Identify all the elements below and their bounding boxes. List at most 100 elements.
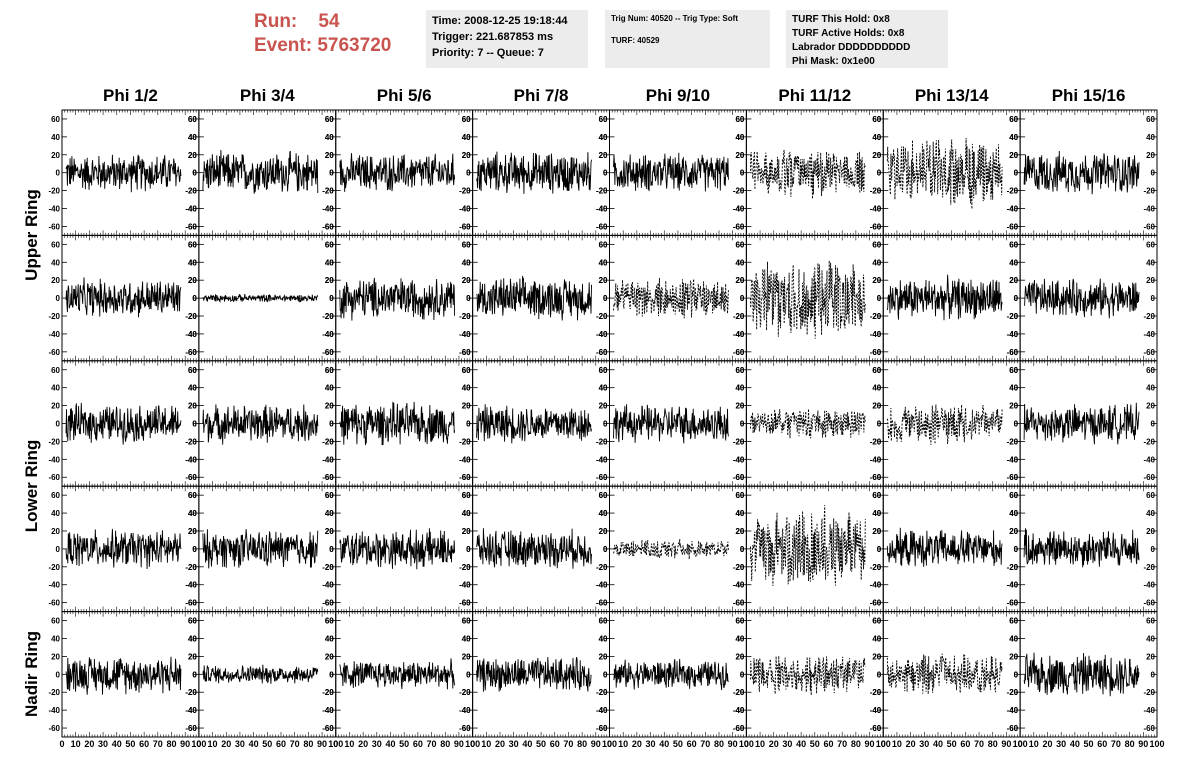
y-tick-label: -40 xyxy=(596,455,608,464)
y-tick-label: 0 xyxy=(603,670,608,679)
y-tick-label: -60 xyxy=(596,473,608,482)
y-tick-label: 40 xyxy=(599,133,608,142)
y-tick-label: 40 xyxy=(872,384,881,393)
y-tick-label: -40 xyxy=(48,330,60,339)
y-tick-label: -60 xyxy=(459,473,471,482)
y-tick-label: -20 xyxy=(596,312,608,321)
y-tick-label: -40 xyxy=(596,706,608,715)
y-tick-label: 60 xyxy=(735,491,744,500)
y-tick-label: 40 xyxy=(462,634,471,643)
y-tick-label: 20 xyxy=(599,527,608,536)
y-tick-label: 60 xyxy=(325,240,334,249)
y-tick-label: 60 xyxy=(325,366,334,375)
y-tick-label: -20 xyxy=(185,688,197,697)
y-tick-label: -60 xyxy=(596,222,608,231)
waveform-trace xyxy=(1024,278,1140,319)
y-tick-label: 60 xyxy=(188,617,197,626)
y-tick-label: 0 xyxy=(466,294,471,303)
y-tick-label: -20 xyxy=(459,563,471,572)
y-tick-label: 60 xyxy=(599,491,608,500)
y-tick-label: 20 xyxy=(1009,151,1018,160)
y-tick-label: 0 xyxy=(56,169,61,178)
y-tick-label: 20 xyxy=(735,151,744,160)
y-tick-label: 60 xyxy=(462,240,471,249)
y-tick-label: 20 xyxy=(462,527,471,536)
y-tick-label: 40 xyxy=(599,509,608,518)
y-tick-label: -40 xyxy=(322,581,334,590)
y-tick-label: 0 xyxy=(1014,545,1019,554)
y-tick-label: 20 xyxy=(872,652,881,661)
y-tick-label: -20 xyxy=(870,563,882,572)
y-tick-label: -40 xyxy=(322,205,334,214)
y-tick-label: -60 xyxy=(459,222,471,231)
y-tick-label: 60 xyxy=(325,366,334,375)
y-tick-label: -60 xyxy=(185,473,197,482)
y-tick-label: -20 xyxy=(185,187,197,196)
y-tick-label: -20 xyxy=(459,437,471,446)
y-tick-label: 60 xyxy=(462,366,471,375)
y-tick-label: 40 xyxy=(462,258,471,267)
y-tick-label: -20 xyxy=(596,563,608,572)
y-tick-label: 0 xyxy=(192,294,197,303)
y-tick-label: 40 xyxy=(872,509,881,518)
y-tick-label: 60 xyxy=(1146,366,1155,375)
y-tick-label: 40 xyxy=(735,634,744,643)
y-tick-label: -20 xyxy=(733,187,745,196)
waveform-trace xyxy=(1023,150,1140,195)
y-tick-label: 20 xyxy=(188,151,197,160)
waveform-trace xyxy=(749,408,866,439)
y-tick-label: -40 xyxy=(733,455,745,464)
y-tick-label: -40 xyxy=(733,330,745,339)
y-tick-label: 40 xyxy=(51,133,60,142)
y-tick-label: -40 xyxy=(185,330,197,339)
y-tick-label: -60 xyxy=(733,348,745,357)
y-tick-label: 20 xyxy=(872,151,881,160)
y-tick-label: 60 xyxy=(51,491,60,500)
y-tick-label: 20 xyxy=(735,527,744,536)
y-tick-label: 0 xyxy=(740,420,745,429)
y-tick-label: 40 xyxy=(188,133,197,142)
y-tick-label: -40 xyxy=(185,581,197,590)
y-tick-label: 60 xyxy=(1146,240,1155,249)
y-tick-label: 0 xyxy=(329,420,334,429)
y-tick-label: 40 xyxy=(735,133,744,142)
y-tick-label: -20 xyxy=(1007,312,1019,321)
y-tick-label: 40 xyxy=(599,384,608,393)
y-tick-label: -40 xyxy=(1143,581,1155,590)
y-tick-label: 20 xyxy=(1009,151,1018,160)
waveform-trace xyxy=(65,277,182,318)
time-info-box: Time: 2008-12-25 19:18:44 Trigger: 221.6… xyxy=(426,10,588,68)
y-tick-label: 0 xyxy=(466,545,471,554)
y-tick-label: 20 xyxy=(1146,402,1155,411)
y-tick-label: 40 xyxy=(188,634,197,643)
y-tick-label: 20 xyxy=(872,402,881,411)
y-tick-label: 60 xyxy=(1009,115,1018,124)
y-tick-label: 20 xyxy=(325,276,334,285)
column-header-3: Phi 5/6 xyxy=(376,86,432,105)
y-tick-label: -40 xyxy=(870,205,882,214)
y-tick-label: -60 xyxy=(1007,473,1019,482)
y-tick-label: 20 xyxy=(51,402,60,411)
y-tick-label: 20 xyxy=(325,402,334,411)
y-tick-label: -60 xyxy=(185,724,197,733)
y-tick-label: 40 xyxy=(1009,384,1018,393)
y-tick-label: 0 xyxy=(877,545,882,554)
y-tick-label: 60 xyxy=(735,491,744,500)
y-tick-label: 20 xyxy=(599,151,608,160)
y-tick-label: 20 xyxy=(1009,527,1018,536)
y-tick-label: 60 xyxy=(735,366,744,375)
y-tick-label: -40 xyxy=(596,330,608,339)
y-tick-label: -60 xyxy=(596,222,608,231)
y-tick-label: 40 xyxy=(599,634,608,643)
waveform-trace xyxy=(749,260,866,339)
y-tick-label: 40 xyxy=(51,509,60,518)
y-tick-label: 20 xyxy=(188,527,197,536)
y-tick-label: -20 xyxy=(733,312,745,321)
y-tick-label: -20 xyxy=(48,688,60,697)
waveform-trace xyxy=(476,275,592,321)
y-tick-label: -60 xyxy=(1007,348,1019,357)
y-tick-label: -60 xyxy=(1007,222,1019,231)
y-tick-label: -20 xyxy=(1007,563,1019,572)
y-tick-label: 60 xyxy=(325,115,334,124)
y-tick-label: -60 xyxy=(596,473,608,482)
